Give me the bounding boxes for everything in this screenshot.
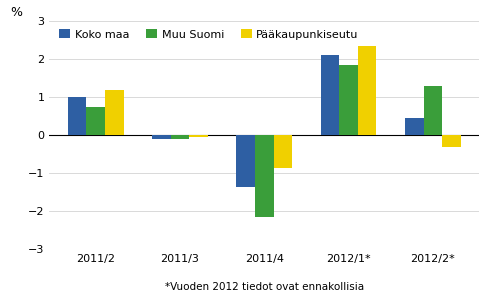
Legend: Koko maa, Muu Suomi, Pääkaupunkiseutu: Koko maa, Muu Suomi, Pääkaupunkiseutu [59,29,359,40]
Bar [423,86,442,135]
Text: %: % [11,6,23,19]
Bar [105,90,124,135]
Bar [171,135,189,139]
Bar [405,118,423,135]
Bar [189,135,208,137]
Bar [274,135,292,168]
Bar [68,97,86,135]
Text: *Vuoden 2012 tiedot ovat ennakollisia: *Vuoden 2012 tiedot ovat ennakollisia [165,282,364,292]
Bar [339,65,358,135]
Bar [86,107,105,135]
Bar [321,55,339,135]
Bar [255,135,274,217]
Bar [237,135,255,187]
Bar [358,46,376,135]
Bar [152,135,171,139]
Bar [442,135,460,147]
